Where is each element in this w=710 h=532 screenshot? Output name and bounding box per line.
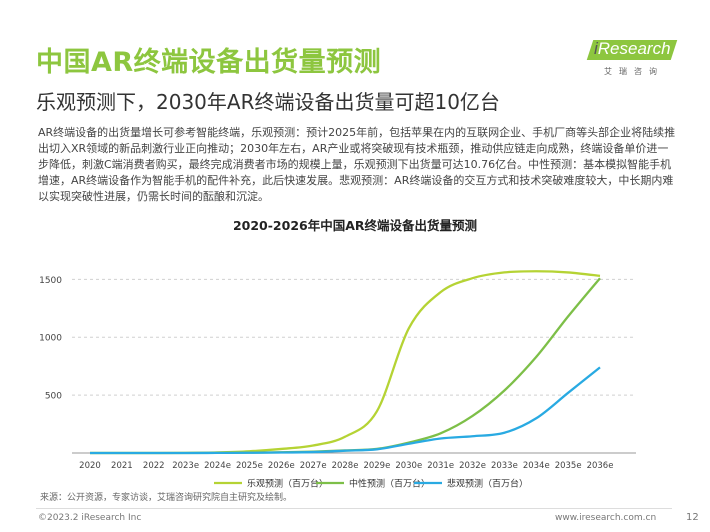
series-line-3 [90, 366, 601, 455]
x-tick-label: 2031e [427, 461, 454, 471]
source-note: 来源：公开资源，专家访谈，艾瑞咨询研究院自主研究及绘制。 [40, 493, 293, 503]
x-tick-label: 2029e [363, 461, 390, 471]
logo-tagline: 艾瑞咨询 [604, 67, 664, 76]
y-tick-label: 500 [45, 392, 62, 402]
chart-title: 2020-2026年中国AR终端设备出货量预测 [232, 218, 478, 233]
y-tick-label: 1500 [39, 276, 62, 286]
page-number: 12 [686, 512, 699, 523]
x-tick-label: 2027e [300, 461, 327, 471]
page-title: 中国AR终端设备出货量预测 [36, 47, 382, 78]
x-tick-label: 2028e [332, 461, 359, 471]
x-tick-label: 2021 [111, 461, 133, 471]
legend-label: 悲观预测（百万台） [447, 478, 528, 490]
logo-wordmark: iResearch [594, 39, 671, 58]
x-tick-label: 2032e [459, 461, 486, 471]
x-tick-label: 2025e [236, 461, 263, 471]
series-line-2 [90, 277, 601, 455]
footer-divider [36, 508, 672, 509]
body-paragraph: AR终端设备的出货量增长可参考智能终端，乐观预测：预计2025年前，包括苹果在内… [38, 126, 676, 203]
x-tick-label: 2036e [587, 461, 614, 471]
y-tick-label: 1000 [39, 334, 62, 344]
iresearch-logo: iResearch 艾瑞咨询 [586, 38, 680, 88]
copyright: ©2023.2 iResearch Inc [38, 513, 142, 523]
page-subtitle: 乐观预测下，2030年AR终端设备出货量可超10亿台 [36, 90, 500, 114]
website-link[interactable]: www.iresearch.com.cn [555, 513, 657, 523]
x-tick-label: 2030e [395, 461, 422, 471]
legend-label: 乐观预测（百万台） [247, 478, 328, 490]
x-tick-label: 2024e [204, 461, 231, 471]
x-tick-label: 2023e [172, 461, 199, 471]
x-tick-label: 2026e [268, 461, 295, 471]
x-tick-label: 2034e [523, 461, 550, 471]
x-tick-label: 2035e [555, 461, 582, 471]
x-tick-label: 2022 [143, 461, 165, 471]
x-tick-label: 2020 [79, 461, 101, 471]
x-tick-label: 2033e [491, 461, 518, 471]
legend-label: 中性预测（百万台） [349, 478, 430, 490]
